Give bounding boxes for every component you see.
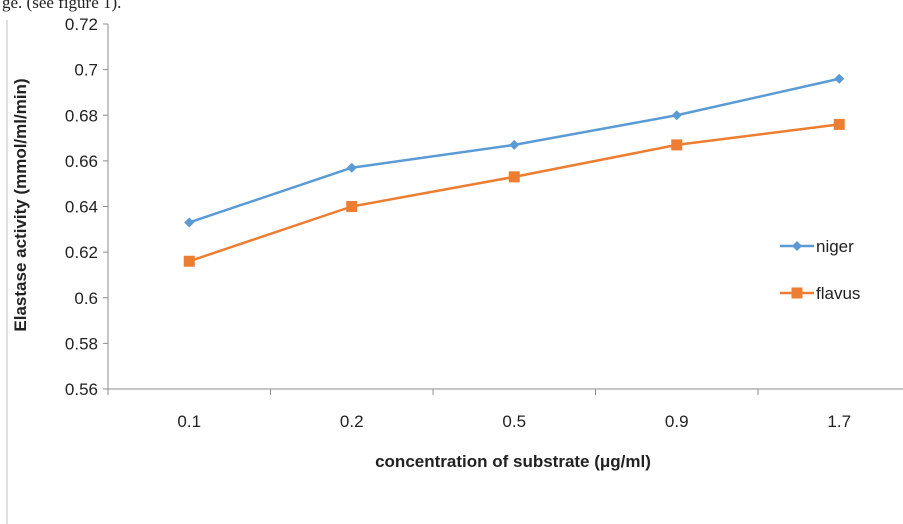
data-point-niger bbox=[509, 139, 520, 150]
x-tick-label: 0.2 bbox=[340, 412, 364, 431]
data-point-niger bbox=[834, 73, 845, 84]
y-axis: 0.56 0.58 0.6 0.62 0.64 0.66 0.68 0.7 0.72 bbox=[65, 15, 109, 399]
legend-marker-niger bbox=[792, 241, 802, 251]
x-axis: 0.1 0.2 0.5 0.9 1.7 bbox=[107, 388, 903, 431]
x-tick-label: 0.9 bbox=[665, 412, 689, 431]
y-tick-label: 0.7 bbox=[74, 61, 98, 80]
y-axis-title: Elastase activity (mmol/ml/min) bbox=[11, 78, 30, 331]
x-tick-label: 0.1 bbox=[177, 412, 201, 431]
y-tick-label: 0.6 bbox=[74, 289, 98, 308]
data-point-niger bbox=[346, 162, 357, 173]
legend-marker-flavus bbox=[791, 287, 803, 299]
legend-item-flavus: flavus bbox=[780, 284, 860, 303]
x-tick-label: 0.5 bbox=[502, 412, 526, 431]
data-point-niger bbox=[671, 110, 682, 121]
legend-item-niger: niger bbox=[780, 237, 854, 256]
data-point-flavus bbox=[183, 255, 195, 267]
series-flavus bbox=[183, 118, 845, 267]
data-point-flavus bbox=[671, 139, 683, 151]
y-tick-label: 0.66 bbox=[65, 152, 98, 171]
data-point-flavus bbox=[346, 201, 358, 212]
legend-label-niger: niger bbox=[816, 237, 854, 256]
data-point-flavus bbox=[833, 118, 845, 130]
series-layer bbox=[183, 73, 845, 267]
y-tick-label: 0.72 bbox=[65, 15, 98, 34]
series-line-niger bbox=[188, 77, 840, 224]
legend-label-flavus: flavus bbox=[816, 284, 860, 303]
data-point-flavus bbox=[508, 171, 520, 183]
legend: niger flavus bbox=[780, 237, 860, 303]
y-tick-label: 0.56 bbox=[65, 380, 98, 399]
x-tick-label: 1.7 bbox=[827, 412, 851, 431]
top-text: ge. (see figure 1). bbox=[2, 0, 121, 12]
x-axis-title: concentration of substrate (μg/ml) bbox=[375, 452, 651, 471]
y-tick-label: 0.58 bbox=[65, 334, 98, 353]
y-tick-label: 0.62 bbox=[65, 243, 98, 262]
y-tick-label: 0.68 bbox=[65, 106, 98, 125]
data-point-niger bbox=[184, 217, 195, 228]
series-niger bbox=[184, 73, 845, 228]
y-tick-label: 0.64 bbox=[65, 198, 98, 217]
